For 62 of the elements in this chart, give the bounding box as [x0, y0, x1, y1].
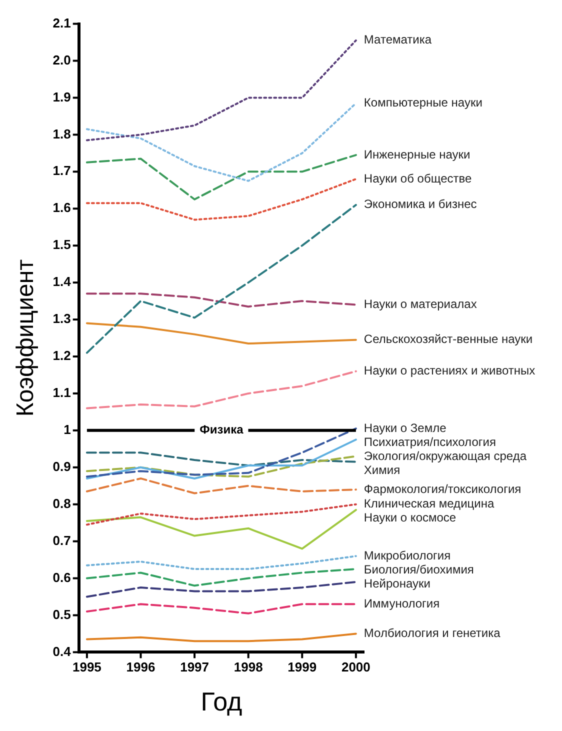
- y-tick-label: 0.8: [52, 496, 71, 511]
- y-axis-title: Коэффициент: [12, 259, 40, 417]
- y-tick-label: 1.1: [52, 385, 71, 400]
- line-series: [86, 292, 357, 308]
- y-tick-label: 2.0: [52, 52, 71, 68]
- y-tick-label: 0.9: [52, 458, 71, 474]
- series-label: Фармокология/токсикология: [364, 482, 522, 496]
- series-label: Экология/окружающая среда: [364, 448, 527, 463]
- y-tick-label: 1.2: [52, 348, 71, 364]
- x-tick-label: 1997: [180, 660, 209, 675]
- line-series: [86, 568, 357, 587]
- x-tick-label: 1995: [72, 660, 102, 675]
- line-series: [86, 503, 357, 526]
- x-tick-label: 1998: [234, 660, 263, 675]
- y-tick-label: 0.4: [52, 644, 72, 659]
- series-label: Сельскохозяйст-венные науки: [364, 332, 533, 346]
- series-label: Нейронауки: [364, 576, 430, 590]
- y-tick-label: 0.6: [52, 570, 71, 585]
- line-series: [86, 204, 357, 354]
- ref-line-label: Физика: [200, 422, 244, 437]
- line-series: [86, 455, 357, 478]
- y-tick-label: 1.3: [52, 311, 71, 326]
- y-tick-label: 1.6: [52, 200, 71, 216]
- line-series: [86, 102, 357, 182]
- series-label: Математика: [364, 32, 432, 47]
- series-label: Инженерные науки: [364, 147, 470, 162]
- line-series: [86, 370, 357, 410]
- series-label: Микробиология: [364, 548, 451, 562]
- line-series: [86, 452, 357, 467]
- y-tick-label: 0.7: [52, 532, 71, 548]
- series-label: Клиническая медицина: [364, 496, 494, 511]
- line-series: [86, 154, 357, 200]
- series-label: Компьютерные науки: [364, 96, 482, 110]
- line-series: [86, 555, 357, 570]
- series-label: Экономика и бизнес: [364, 197, 477, 212]
- y-tick-label: 1: [64, 422, 71, 437]
- series-label: Биология/биохимия: [364, 562, 474, 576]
- series-label: Химия: [364, 462, 400, 477]
- series-label: Науки о растениях и животных: [364, 364, 536, 378]
- series-label: Науки об обществе: [364, 171, 472, 186]
- y-tick-label: 1.9: [52, 89, 71, 104]
- y-tick-label: 1.7: [52, 163, 71, 178]
- series-label: Психиатрия/психология: [364, 434, 496, 449]
- y-tick-label: 1.5: [52, 237, 71, 252]
- series-label: Науки о материалах: [364, 297, 477, 312]
- line-series: [86, 477, 357, 494]
- line-series: [86, 178, 357, 221]
- y-tick-label: 1.8: [52, 126, 71, 142]
- series-label: Иммунология: [364, 596, 440, 610]
- y-tick-label: 1.4: [52, 274, 72, 290]
- y-tick-label: 0.5: [52, 606, 71, 622]
- line-series: [86, 580, 357, 598]
- x-tick-label: 1996: [126, 660, 156, 675]
- series-label: Науки о космосе: [364, 510, 456, 525]
- series-label: Молбиология и генетика: [364, 626, 501, 640]
- series-label: Науки о Земле: [364, 420, 447, 435]
- line-series: [86, 603, 357, 614]
- x-tick-label: 1999: [288, 660, 317, 675]
- line-series: [86, 39, 357, 142]
- y-tick-label: 2.1: [52, 15, 71, 30]
- x-tick-label: 2000: [341, 660, 370, 675]
- x-axis-title: Год: [200, 686, 242, 717]
